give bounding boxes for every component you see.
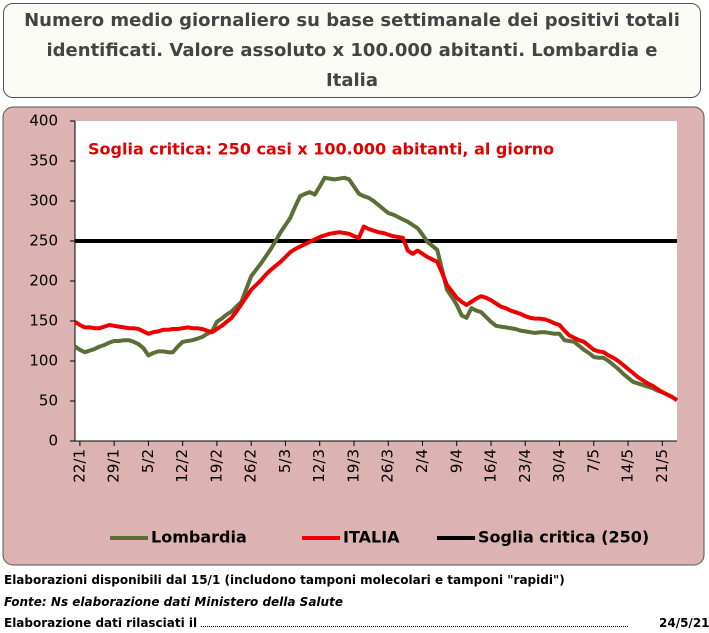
x-tick-label: 14/5 (619, 449, 637, 483)
x-tick-label: 30/4 (550, 449, 568, 483)
y-tick-label: 250 (29, 232, 58, 250)
y-tick-label: 300 (29, 192, 58, 210)
x-tick-label: 19/3 (344, 449, 362, 483)
x-tick-label: 26/2 (242, 449, 260, 483)
annotation: Soglia critica: 250 casi x 100.000 abita… (88, 140, 554, 159)
chart: Soglia critica: 250 casi x 100.000 abita… (2, 106, 705, 566)
footer-date: 24/5/21 (659, 616, 709, 630)
y-tick-label: 400 (29, 112, 58, 130)
legend-label: ITALIA (343, 528, 400, 547)
x-tick-label: 5/2 (139, 449, 157, 473)
chart-title: Numero medio giornaliero su base settima… (3, 3, 701, 98)
footer-release-row: Elaborazione dati rilasciati il (4, 616, 632, 630)
legend-label: Soglia critica (250) (478, 528, 649, 547)
x-tick-label: 21/5 (653, 449, 671, 483)
x-tick-label: 22/1 (70, 449, 88, 483)
x-tick-label: 5/3 (276, 449, 294, 473)
x-tick-label: 7/5 (584, 449, 602, 473)
y-tick-label: 350 (29, 152, 58, 170)
footer-note: Elaborazioni disponibili dal 15/1 (inclu… (4, 573, 565, 587)
y-tick-label: 100 (29, 352, 58, 370)
series-line (73, 224, 679, 402)
x-tick-label: 2/4 (413, 449, 431, 473)
footer-release: Elaborazione dati rilasciati il (4, 616, 198, 630)
x-tick-label: 29/1 (105, 449, 123, 483)
x-tick-label: 16/4 (482, 449, 500, 483)
x-tick-label: 23/4 (516, 449, 534, 483)
x-tick-label: 26/3 (379, 449, 397, 483)
footer-source: Fonte: Ns elaborazione dati Ministero de… (4, 595, 343, 609)
y-tick-label: 200 (29, 272, 58, 290)
x-tick-label: 9/4 (447, 449, 465, 473)
y-tick-label: 150 (29, 312, 58, 330)
y-tick-label: 50 (39, 392, 58, 410)
legend-label: Lombardia (151, 528, 247, 547)
x-tick-label: 12/3 (310, 449, 328, 483)
leader (201, 616, 628, 627)
plot-area (75, 121, 677, 441)
x-tick-label: 12/2 (173, 449, 191, 483)
series-line (73, 175, 679, 402)
x-tick-label: 19/2 (207, 449, 225, 483)
y-tick-label: 0 (48, 432, 58, 450)
